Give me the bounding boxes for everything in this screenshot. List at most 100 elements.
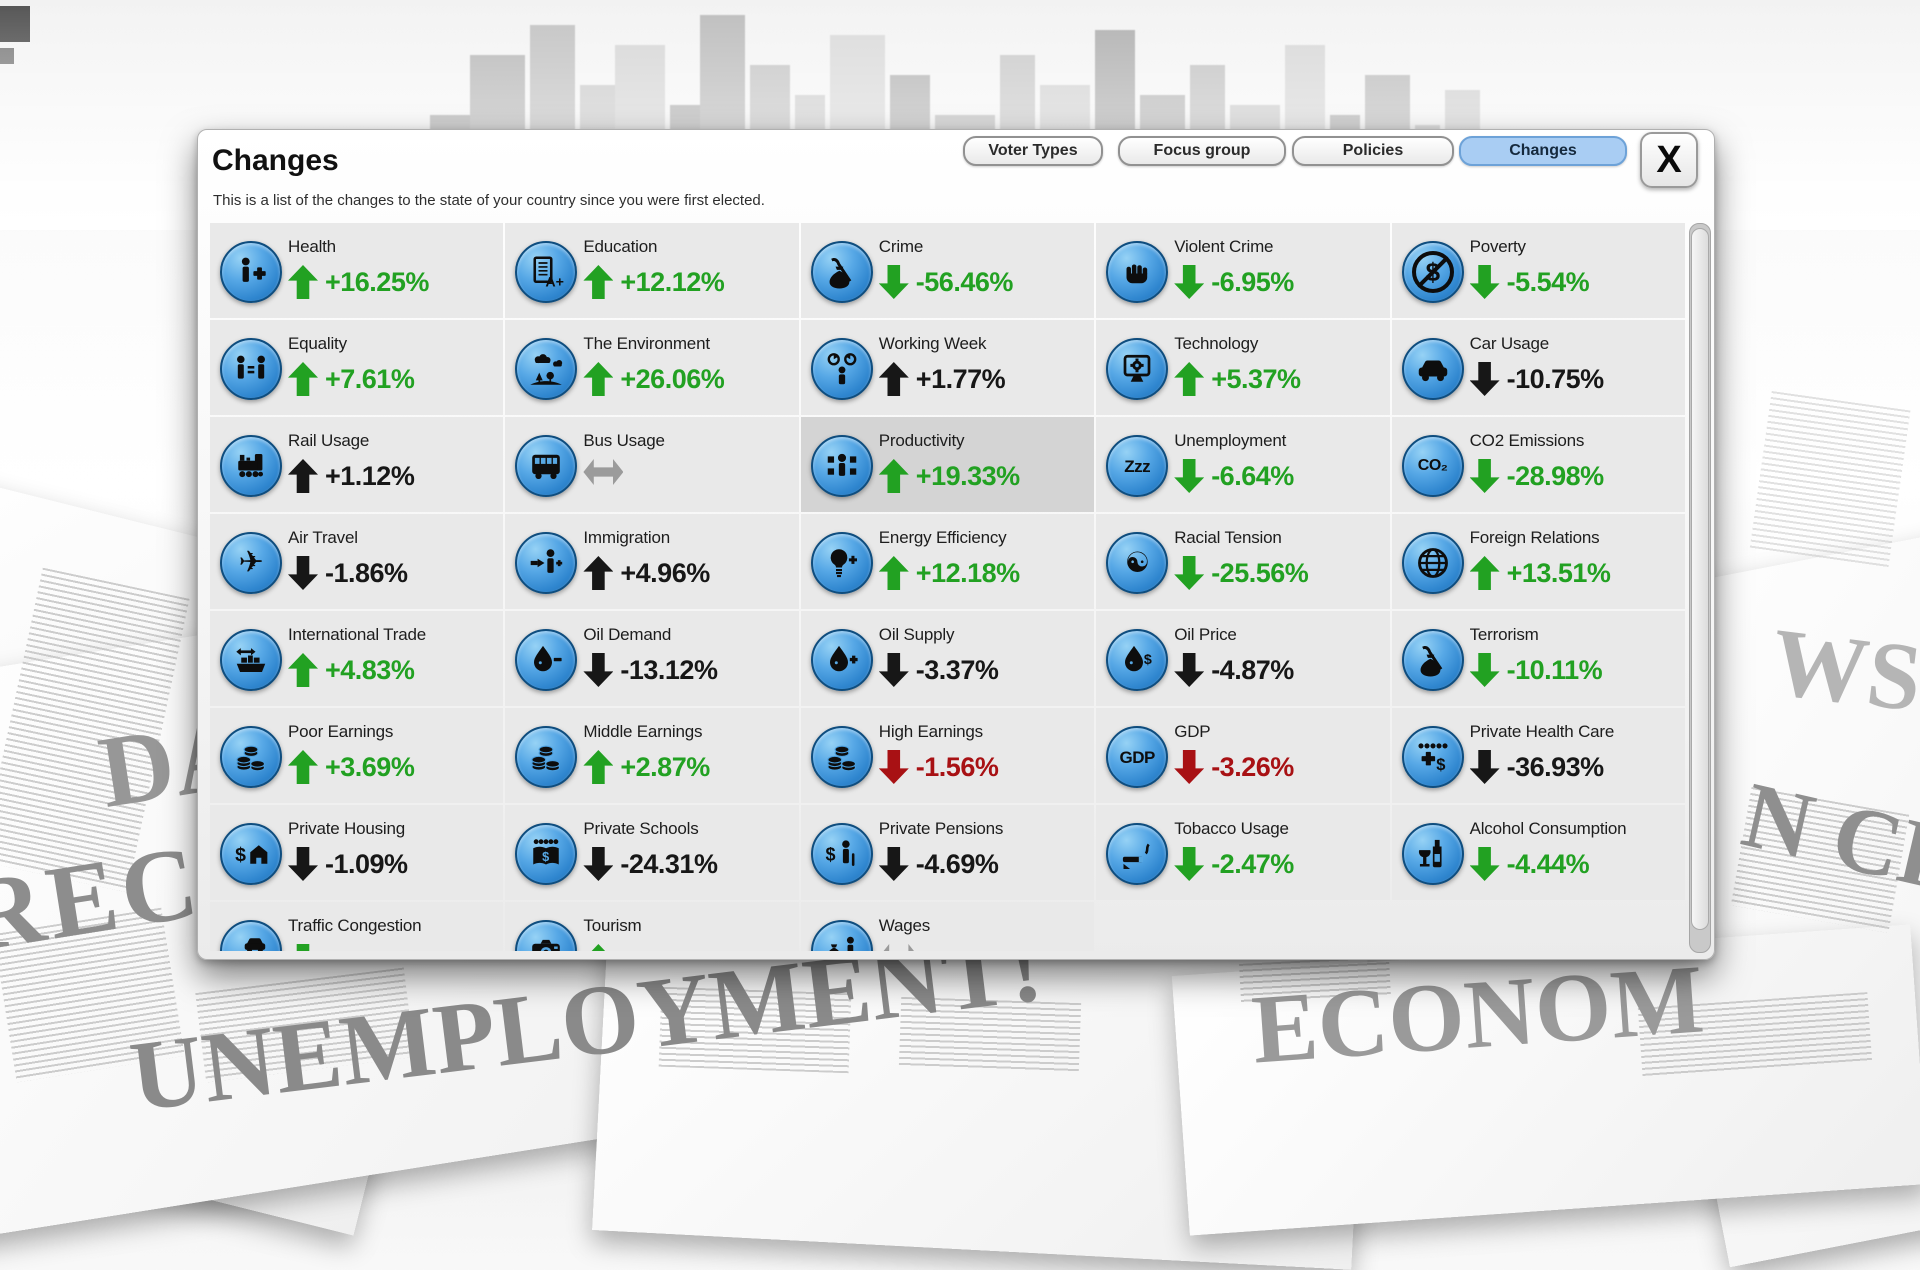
stat-label: Oil Supply [879,625,954,645]
change-cell[interactable]: $ Private Pensions -4.69% [801,805,1094,900]
oil-demand-icon [515,629,577,691]
change-cell[interactable]: Crime -56.46% [801,223,1094,318]
change-cell[interactable]: Productivity +19.33% [801,417,1094,512]
change-cell[interactable]: Middle Earnings +2.87% [505,708,798,803]
change-cell[interactable]: Alcohol Consumption -4.44% [1392,805,1685,900]
change-cell[interactable]: GDP GDP -3.26% [1096,708,1389,803]
no-change-arrow-icon [879,944,919,951]
stat-label: High Earnings [879,722,983,742]
change-cell[interactable]: Poor Earnings +3.69% [210,708,503,803]
change-cell[interactable]: Terrorism -10.11% [1392,611,1685,706]
energy-efficiency-icon [811,532,873,594]
globe-icon [1402,532,1464,594]
co2-icon: CO₂ [1402,435,1464,497]
private-health-icon: $ [1402,726,1464,788]
stat-label: Rail Usage [288,431,369,451]
scrollbar[interactable] [1689,223,1711,953]
change-cell[interactable]: The Environment +26.06% [505,320,798,415]
change-cell[interactable]: ☯ Racial Tension -25.56% [1096,514,1389,609]
change-cell[interactable]: A+ Education +12.12% [505,223,798,318]
stat-change: -1.09% [288,847,408,881]
change-cell[interactable]: Rail Usage +1.12% [210,417,503,512]
stat-change: +7.42% [583,944,709,951]
change-cell[interactable]: $ Private Health Care -36.93% [1392,708,1685,803]
stat-change: +16.25% [288,265,429,299]
change-cell[interactable]: $ Oil Price -4.87% [1096,611,1389,706]
stat-label: Foreign Relations [1470,528,1600,548]
stat-label: GDP [1174,722,1210,742]
bus-icon [515,435,577,497]
change-cell[interactable]: $ Private Schools -24.31% [505,805,798,900]
change-cell[interactable]: Working Week +1.77% [801,320,1094,415]
technology-icon [1106,338,1168,400]
tab-voter-types[interactable]: Voter Types [963,136,1103,166]
change-cell[interactable]: Bus Usage [505,417,798,512]
stat-value: +12.12% [620,265,724,299]
change-cell[interactable]: High Earnings -1.56% [801,708,1094,803]
stat-value: -4.69% [916,847,999,881]
down-arrow-icon [879,750,909,784]
up-arrow-icon [1174,362,1204,396]
change-cell[interactable]: Oil Demand -13.12% [505,611,798,706]
violent-crime-icon [1106,241,1168,303]
stat-label: Private Health Care [1470,722,1615,742]
stat-label: Oil Price [1174,625,1236,645]
wages-icon: $ [811,920,873,951]
scrollbar-thumb[interactable] [1691,228,1709,930]
change-cell[interactable]: CO₂ CO2 Emissions -28.98% [1392,417,1685,512]
traffic-icon [220,920,282,951]
up-arrow-icon [1470,556,1500,590]
change-cell[interactable]: $ Private Housing -1.09% [210,805,503,900]
stat-label: Education [583,237,657,257]
oil-supply-icon [811,629,873,691]
tourism-icon [515,920,577,951]
stat-value: +1.12% [325,459,414,493]
change-cell[interactable]: Equality +7.61% [210,320,503,415]
tab-changes[interactable]: Changes [1459,136,1627,166]
stat-change: +3.69% [288,750,414,784]
stat-value: -10.75% [1507,362,1604,396]
stat-label: Bus Usage [583,431,664,451]
change-cell[interactable]: Violent Crime -6.95% [1096,223,1389,318]
tab-policies[interactable]: Policies [1292,136,1454,166]
down-arrow-icon [1174,265,1204,299]
change-cell[interactable]: International Trade +4.83% [210,611,503,706]
down-arrow-icon [879,653,909,687]
tab-focus-group[interactable]: Focus group [1118,136,1286,166]
stat-change: -3.26% [1174,750,1294,784]
change-cell[interactable]: $ Poverty -5.54% [1392,223,1685,318]
change-cell[interactable]: $ Wages [801,902,1094,951]
down-arrow-icon [583,847,613,881]
change-cell[interactable]: Foreign Relations +13.51% [1392,514,1685,609]
car-icon [1402,338,1464,400]
stat-label: Working Week [879,334,987,354]
svg-text:$: $ [1436,756,1445,774]
stat-change: +1.12% [288,459,414,493]
change-cell[interactable]: Car Usage -10.75% [1392,320,1685,415]
down-arrow-icon [288,847,318,881]
change-cell[interactable]: Oil Supply -3.37% [801,611,1094,706]
change-cell[interactable]: Tobacco Usage -2.47% [1096,805,1389,900]
change-cell[interactable]: Technology +5.37% [1096,320,1389,415]
changes-grid: Health +16.25% A+ Education +12.12% Crim… [210,223,1685,951]
stat-change: -24.31% [583,847,717,881]
down-arrow-icon [583,653,613,687]
stat-label: Traffic Congestion [288,916,421,936]
close-button[interactable]: X [1640,132,1698,188]
change-cell[interactable]: Health +16.25% [210,223,503,318]
change-cell[interactable]: Tourism +7.42% [505,902,798,951]
down-arrow-icon [1470,459,1500,493]
stat-value: +1.77% [916,362,1005,396]
stat-change: -4.44% [1470,847,1590,881]
stat-change: -3.37% [879,653,999,687]
change-cell[interactable]: ✈ Air Travel -1.86% [210,514,503,609]
change-cell[interactable]: Traffic Congestion -17.42% [210,902,503,951]
up-arrow-icon [879,556,909,590]
change-cell[interactable]: Energy Efficiency +12.18% [801,514,1094,609]
stat-value: -10.11% [1507,653,1603,687]
stat-value: +4.83% [325,653,414,687]
dialog-title: Changes [212,144,339,178]
coins-icon [515,726,577,788]
change-cell[interactable]: Zzz Unemployment -6.64% [1096,417,1389,512]
change-cell[interactable]: Immigration +4.96% [505,514,798,609]
